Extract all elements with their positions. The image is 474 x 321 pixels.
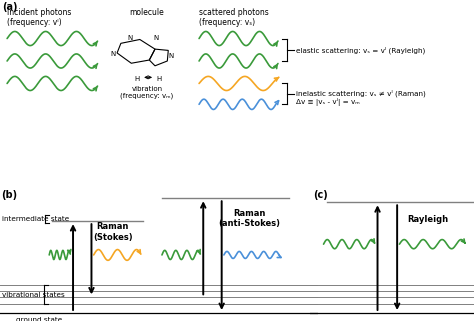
Text: ground state: ground state bbox=[16, 317, 62, 321]
Text: N: N bbox=[168, 53, 173, 59]
Text: H: H bbox=[156, 76, 162, 82]
Text: (a): (a) bbox=[2, 2, 18, 12]
Text: N: N bbox=[153, 35, 159, 40]
Text: Raman
(anti-Stokes): Raman (anti-Stokes) bbox=[219, 209, 280, 228]
Text: incident photons
(frequency: vᴵ): incident photons (frequency: vᴵ) bbox=[7, 8, 72, 27]
Text: Raman
(Stokes): Raman (Stokes) bbox=[93, 222, 133, 242]
Text: intermediate state: intermediate state bbox=[1, 216, 69, 222]
Text: inelastic scattering: vₛ ≠ vᴵ (Raman)
Δv ≡ |vₛ - vᴵ| = vₘ: inelastic scattering: vₛ ≠ vᴵ (Raman) Δv… bbox=[296, 90, 426, 106]
Text: (c): (c) bbox=[313, 190, 328, 200]
Text: H: H bbox=[135, 76, 140, 82]
Text: vibrational states: vibrational states bbox=[1, 292, 64, 298]
Text: N: N bbox=[128, 35, 133, 40]
Text: (b): (b) bbox=[1, 190, 18, 200]
Text: vibration
(frequency: vₘ): vibration (frequency: vₘ) bbox=[120, 86, 173, 99]
Text: Rayleigh: Rayleigh bbox=[408, 215, 449, 224]
Text: molecule: molecule bbox=[129, 8, 164, 17]
Text: elastic scattering: vₛ = vᴵ (Rayleigh): elastic scattering: vₛ = vᴵ (Rayleigh) bbox=[296, 46, 426, 54]
Text: scattered photons
(frequency: vₛ): scattered photons (frequency: vₛ) bbox=[199, 8, 269, 27]
Text: N: N bbox=[110, 51, 116, 56]
